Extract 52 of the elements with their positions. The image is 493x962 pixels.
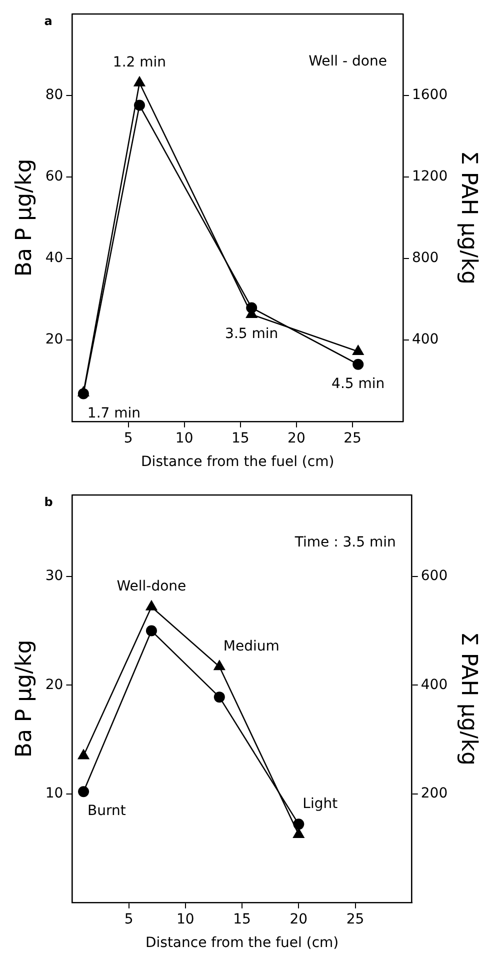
y-axis-title: Ba P μg/kg bbox=[12, 640, 37, 758]
x-tick-label: 5 bbox=[124, 911, 134, 928]
annotation: Burnt bbox=[88, 803, 126, 820]
y-axis-title: Ba P μg/kg bbox=[12, 158, 37, 277]
x-tick-label: 10 bbox=[176, 911, 194, 928]
annotation: 1.7 min bbox=[87, 405, 141, 422]
y2-tick-label: 1200 bbox=[412, 168, 448, 185]
y-tick-label: 40 bbox=[45, 250, 64, 266]
annotation: Time : 3.5 min bbox=[294, 534, 396, 551]
y2-axis-title: Σ PAH μg/kg bbox=[456, 632, 482, 766]
annotation: Well-done bbox=[116, 578, 186, 595]
y2-axis-title: Σ PAH μg/kg bbox=[456, 150, 482, 284]
annotation: Light bbox=[302, 796, 338, 812]
y-tick-label: 20 bbox=[45, 332, 64, 348]
y-tick-label: 30 bbox=[45, 568, 64, 584]
x-tick-label: 5 bbox=[124, 430, 133, 446]
y-tick-label: 80 bbox=[45, 87, 64, 104]
y2-tick-label: 200 bbox=[420, 785, 448, 802]
point bbox=[145, 600, 158, 610]
y-tick-label: 10 bbox=[45, 785, 64, 802]
chart-title: a bbox=[44, 14, 52, 28]
point bbox=[78, 786, 90, 798]
x-axis-title: Distance from the fuel (cm) bbox=[145, 935, 339, 952]
y2-tick-label: 400 bbox=[412, 332, 439, 348]
point bbox=[77, 386, 90, 396]
y2-tick-label: 1600 bbox=[412, 87, 448, 104]
x-tick-label: 15 bbox=[233, 911, 251, 928]
annotation: 3.5 min bbox=[225, 326, 278, 342]
x-axis-title: Distance from the fuel (cm) bbox=[141, 454, 334, 470]
x-tick-label: 10 bbox=[175, 430, 194, 446]
point bbox=[352, 358, 364, 370]
point bbox=[133, 76, 146, 86]
y-tick-label: 60 bbox=[45, 168, 64, 185]
x-tick-label: 20 bbox=[290, 911, 308, 928]
annotation: Well - done bbox=[308, 54, 387, 70]
point bbox=[213, 660, 226, 670]
annotation: Medium bbox=[223, 638, 280, 654]
x-tick-label: 25 bbox=[346, 911, 364, 928]
x-tick-label: 20 bbox=[288, 430, 306, 446]
point bbox=[214, 692, 225, 703]
point bbox=[77, 748, 90, 760]
y2-tick-label: 800 bbox=[412, 250, 439, 266]
y-tick-label: 20 bbox=[45, 676, 64, 693]
annotation: 1.2 min bbox=[112, 54, 166, 70]
x-tick-label: 25 bbox=[344, 430, 362, 446]
chart-title: b bbox=[44, 495, 54, 510]
point bbox=[146, 625, 157, 636]
y2-tick-label: 400 bbox=[420, 676, 448, 693]
x-tick-label: 15 bbox=[231, 430, 250, 446]
annotation: 4.5 min bbox=[332, 376, 385, 392]
y2-tick-label: 600 bbox=[420, 568, 448, 584]
point bbox=[352, 344, 364, 356]
